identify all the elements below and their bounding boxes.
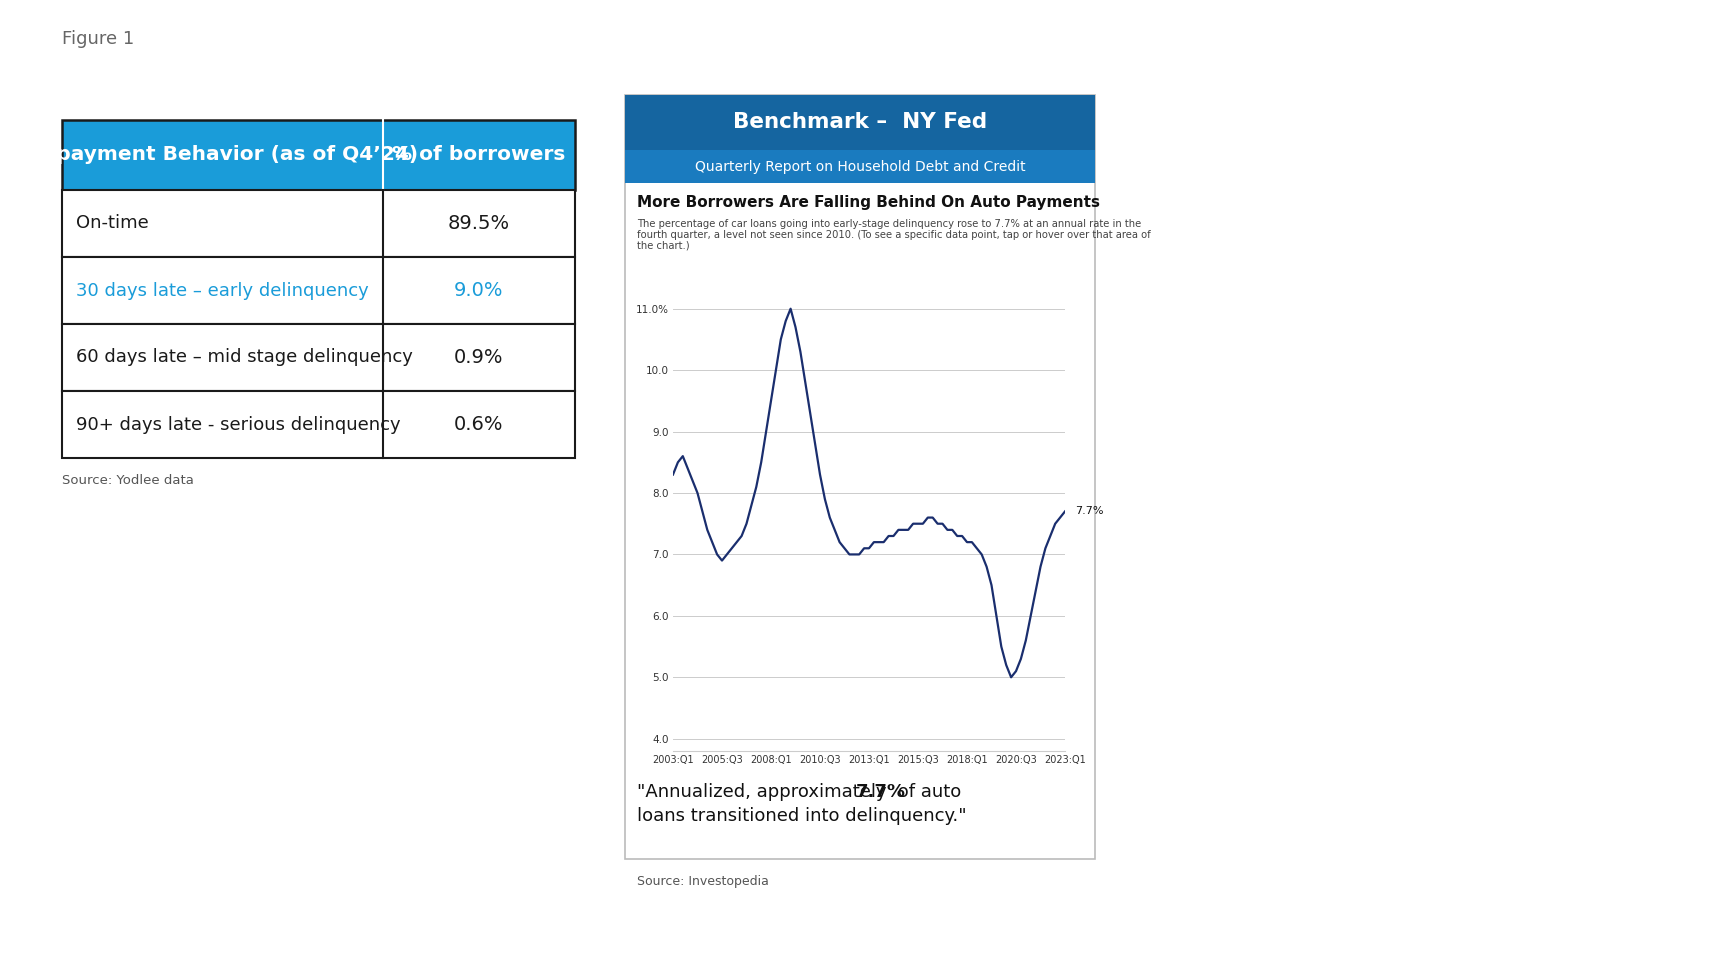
FancyBboxPatch shape: [625, 150, 1094, 183]
Text: the chart.): the chart.): [637, 241, 689, 251]
FancyBboxPatch shape: [625, 95, 1094, 859]
Text: % of borrowers: % of borrowers: [392, 146, 565, 165]
Text: 9.0%: 9.0%: [454, 281, 503, 300]
Text: Quarterly Report on Household Debt and Credit: Quarterly Report on Household Debt and C…: [694, 159, 1026, 174]
FancyBboxPatch shape: [62, 257, 576, 324]
Text: 90+ days late - serious delinquency: 90+ days late - serious delinquency: [76, 415, 400, 434]
Text: of auto: of auto: [892, 783, 962, 801]
Text: On-time: On-time: [76, 215, 149, 232]
Text: 60 days late – mid stage delinquency: 60 days late – mid stage delinquency: [76, 349, 412, 366]
Text: Source: Yodlee data: Source: Yodlee data: [62, 474, 194, 487]
Text: The percentage of car loans going into early-stage delinquency rose to 7.7% at a: The percentage of car loans going into e…: [637, 219, 1141, 229]
Text: fourth quarter, a level not seen since 2010. (To see a specific data point, tap : fourth quarter, a level not seen since 2…: [637, 230, 1151, 240]
Text: Source: Investopedia: Source: Investopedia: [637, 875, 770, 888]
Text: 0.6%: 0.6%: [454, 415, 503, 434]
Text: 30 days late – early delinquency: 30 days late – early delinquency: [76, 281, 369, 300]
FancyBboxPatch shape: [62, 391, 576, 458]
Text: loans transitioned into delinquency.": loans transitioned into delinquency.": [637, 807, 967, 825]
Text: "Annualized, approximately: "Annualized, approximately: [637, 783, 892, 801]
Text: Benchmark –  NY Fed: Benchmark – NY Fed: [734, 113, 988, 132]
FancyBboxPatch shape: [62, 324, 576, 391]
Text: Figure 1: Figure 1: [62, 30, 134, 48]
Text: 0.9%: 0.9%: [454, 348, 503, 367]
FancyBboxPatch shape: [625, 95, 1094, 150]
Text: 7.7%: 7.7%: [1075, 506, 1103, 517]
FancyBboxPatch shape: [62, 120, 576, 190]
Text: More Borrowers Are Falling Behind On Auto Payments: More Borrowers Are Falling Behind On Aut…: [637, 195, 1100, 210]
Text: 7.7%: 7.7%: [856, 783, 905, 801]
Text: 89.5%: 89.5%: [448, 214, 510, 233]
FancyBboxPatch shape: [62, 190, 576, 257]
Text: Repayment Behavior (as of Q4’24): Repayment Behavior (as of Q4’24): [27, 146, 417, 165]
